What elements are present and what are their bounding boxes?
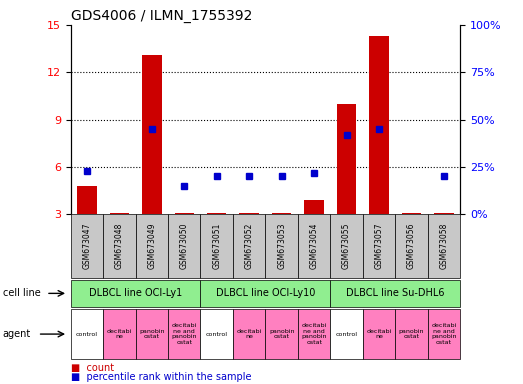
Text: GDS4006 / ILMN_1755392: GDS4006 / ILMN_1755392: [71, 8, 252, 23]
Text: decitabi
ne: decitabi ne: [367, 329, 392, 339]
Bar: [369, 36, 389, 214]
Text: DLBCL line OCI-Ly10: DLBCL line OCI-Ly10: [215, 288, 315, 298]
Text: GSM673058: GSM673058: [439, 223, 449, 269]
Text: agent: agent: [3, 329, 31, 339]
Text: control: control: [76, 331, 98, 337]
Text: control: control: [206, 331, 228, 337]
Text: decitabi
ne: decitabi ne: [107, 329, 132, 339]
Text: GSM673054: GSM673054: [310, 223, 319, 269]
Bar: [272, 213, 291, 214]
Bar: [434, 213, 454, 214]
Bar: [77, 186, 97, 214]
Text: decitabi
ne and
panobin
ostat: decitabi ne and panobin ostat: [172, 323, 197, 345]
Text: panobin
ostat: panobin ostat: [139, 329, 165, 339]
Text: GSM673053: GSM673053: [277, 223, 286, 269]
Text: control: control: [336, 331, 358, 337]
Text: panobin
ostat: panobin ostat: [269, 329, 294, 339]
Bar: [240, 213, 259, 214]
Text: GSM673052: GSM673052: [245, 223, 254, 269]
Text: GSM673056: GSM673056: [407, 223, 416, 269]
Text: GSM673047: GSM673047: [82, 223, 92, 269]
Text: cell line: cell line: [3, 288, 40, 298]
Text: decitabi
ne: decitabi ne: [236, 329, 262, 339]
Text: GSM673049: GSM673049: [147, 223, 156, 269]
Bar: [337, 104, 356, 214]
Text: DLBCL line Su-DHL6: DLBCL line Su-DHL6: [346, 288, 445, 298]
Text: decitabi
ne and
panobin
ostat: decitabi ne and panobin ostat: [431, 323, 457, 345]
Text: DLBCL line OCI-Ly1: DLBCL line OCI-Ly1: [89, 288, 182, 298]
Text: ■  count: ■ count: [71, 363, 113, 373]
Text: panobin
ostat: panobin ostat: [399, 329, 424, 339]
Text: decitabi
ne and
panobin
ostat: decitabi ne and panobin ostat: [301, 323, 327, 345]
Bar: [304, 200, 324, 214]
Bar: [142, 55, 162, 214]
Bar: [175, 213, 194, 214]
Text: GSM673048: GSM673048: [115, 223, 124, 269]
Text: ■  percentile rank within the sample: ■ percentile rank within the sample: [71, 372, 251, 382]
Text: GSM673051: GSM673051: [212, 223, 221, 269]
Text: GSM673050: GSM673050: [180, 223, 189, 269]
Text: GSM673057: GSM673057: [374, 223, 383, 269]
Text: GSM673055: GSM673055: [342, 223, 351, 269]
